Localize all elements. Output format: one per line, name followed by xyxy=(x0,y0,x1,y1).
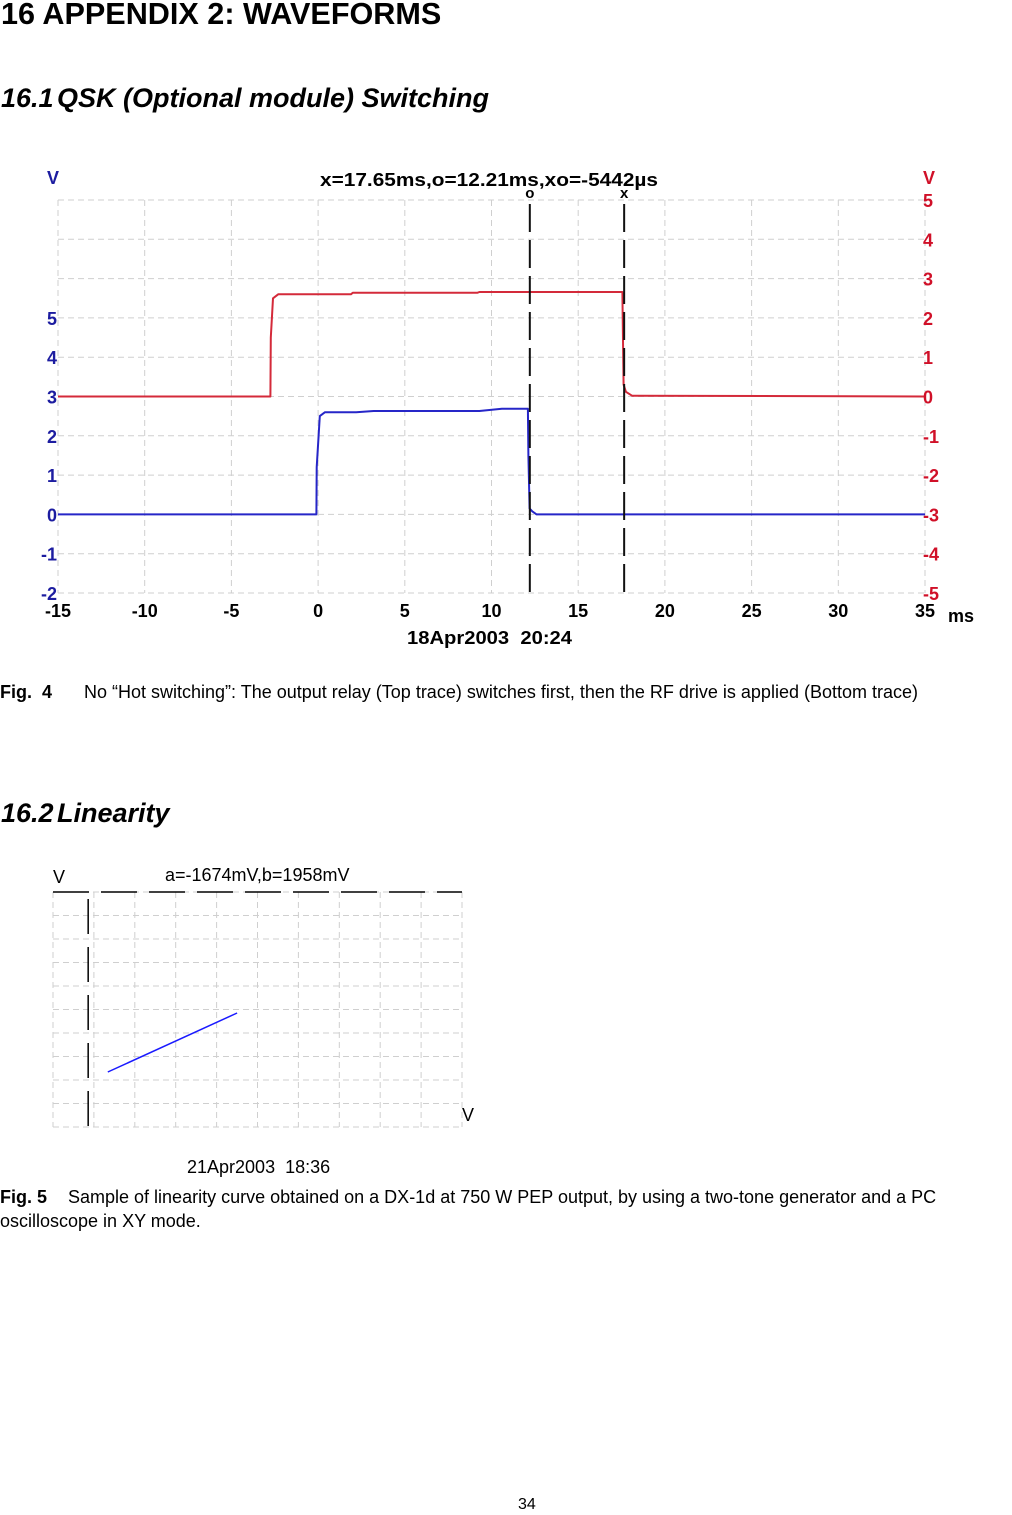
cursor-readout: x=17.65ms,o=12.21ms,xo=-5442µs xyxy=(320,170,658,190)
figure-caption-text: Sample of linearity curve obtained on a … xyxy=(0,1187,937,1231)
chart-cursors xyxy=(53,891,462,1127)
left-y-tick-label: 1 xyxy=(47,466,57,486)
figure-label: Fig. 4 xyxy=(0,682,53,702)
left-y-tick-label: 2 xyxy=(47,427,57,447)
right-y-tick-label: -3 xyxy=(923,505,939,525)
capture-timestamp: 21Apr2003 18:36 xyxy=(187,1157,330,1177)
x-tick-label: 5 xyxy=(400,601,410,621)
figure-label: Fig. 5 xyxy=(0,1187,48,1207)
figure-caption-4: Fig. 4 No “Hot switching”: The output rel… xyxy=(0,680,1012,704)
figure-caption-text: No “Hot switching”: The output relay (To… xyxy=(84,682,918,702)
x-tick-label: 15 xyxy=(568,601,588,621)
x-tick-label: 0 xyxy=(313,601,323,621)
section-heading-linearity: 16.2 Linearity xyxy=(1,800,170,827)
right-y-tick-label: 2 xyxy=(923,309,933,329)
chart-grid xyxy=(57,199,926,594)
section-number: 16.1 xyxy=(1,83,54,113)
chart-grid xyxy=(52,891,463,1128)
right-y-tick-label: 0 xyxy=(923,388,933,408)
x-tick-label: -5 xyxy=(223,601,239,621)
chart-tick-labels: -15 -10 -5 0 5 10 15 20 25 30 35-2-1012345-5-4-3-2… xyxy=(41,191,939,621)
xy-trace xyxy=(107,1012,238,1073)
page-heading: 16 APPENDIX 2: WAVEFORMS xyxy=(1,0,442,31)
x-tick-label: -10 xyxy=(132,601,158,621)
left-y-tick-label: 3 xyxy=(47,388,57,408)
cursor-readout: a=-1674mV,b=1958mV xyxy=(165,865,349,885)
x-tick-label: 20 xyxy=(655,601,675,621)
left-y-tick-label: 4 xyxy=(47,348,57,368)
cursor-marker-o: o xyxy=(525,185,534,202)
right-y-tick-label: -5 xyxy=(923,584,939,604)
x-tick-label: 25 xyxy=(742,601,762,621)
left-y-tick-label: -2 xyxy=(41,584,57,604)
x-tick-label: 30 xyxy=(828,601,848,621)
x-tick-label: 35 xyxy=(915,601,935,621)
right-y-tick-label: -4 xyxy=(923,545,939,565)
section-title: QSK (Optional module) Switching xyxy=(57,83,489,113)
left-y-tick-label: -1 xyxy=(41,545,57,565)
linearity-xy-chart: V a=-1674mV,b=1958mV V 21Apr2003 18:36 xyxy=(52,865,474,1177)
right-y-tick-label: 3 xyxy=(923,270,933,290)
right-y-tick-label: -1 xyxy=(923,427,939,447)
bottom-trace xyxy=(58,407,925,516)
left-y-tick-label: 0 xyxy=(47,505,57,525)
figure-caption-5: Fig. 5 Sample of linearity curve obtained… xyxy=(0,1185,1012,1233)
right-y-tick-label: 5 xyxy=(923,191,933,211)
x-axis-unit: V xyxy=(462,1105,474,1125)
x-tick-label: 10 xyxy=(481,601,501,621)
x-tick-label: -15 xyxy=(45,601,71,621)
right-y-tick-label: 4 xyxy=(923,230,933,250)
right-y-tick-label: -2 xyxy=(923,466,939,486)
cursor-marker-x: x xyxy=(620,185,629,202)
section-number: 16.2 xyxy=(1,798,54,828)
section-title: Linearity xyxy=(57,798,170,828)
chart-traces xyxy=(107,1012,238,1073)
capture-timestamp: 18Apr2003 20:24 xyxy=(407,628,572,648)
y-axis-unit: V xyxy=(53,867,65,887)
section-heading-qsk: 16.1 QSK (Optional module) Switching xyxy=(1,85,489,112)
left-axis-unit: V xyxy=(47,168,59,188)
right-y-tick-label: 1 xyxy=(923,348,933,368)
x-axis-unit: ms xyxy=(948,606,974,626)
left-y-tick-label: 5 xyxy=(47,309,57,329)
right-axis-unit: V xyxy=(923,168,935,188)
page-number: 34 xyxy=(518,1496,536,1513)
